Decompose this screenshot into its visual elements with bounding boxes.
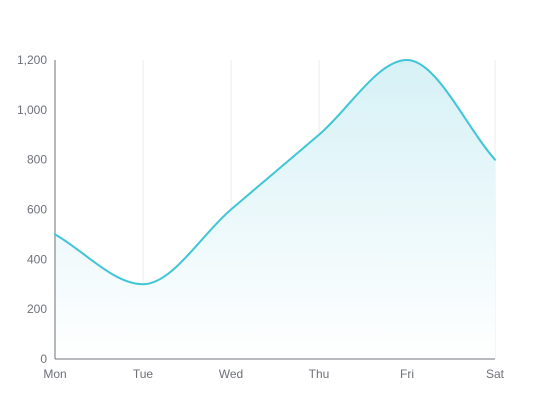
y-tick-label: 400 [27,252,47,266]
y-tick-label: 1,200 [17,53,47,67]
y-tick-label: 200 [27,302,47,316]
x-tick-label: Sat [486,367,505,381]
area-layer [55,60,495,359]
series-line [54,59,496,286]
axis-layer [54,60,495,360]
series-area [55,60,495,359]
x-tick-label: Mon [43,367,66,381]
x-tick-label: Fri [400,367,414,381]
x-axis-ticks: Mon Tue Wed Thu Fri Sat [43,367,504,381]
y-tick-label: 1,000 [17,103,47,117]
x-tick-label: Wed [219,367,243,381]
y-tick-label: 800 [27,153,47,167]
x-tick-label: Tue [133,367,154,381]
y-axis-ticks: 0 200 400 600 800 1,000 1,200 [17,53,47,366]
y-tick-label: 0 [40,352,47,366]
x-tick-label: Thu [309,367,330,381]
y-tick-label: 600 [27,203,47,217]
line-layer [54,59,496,286]
